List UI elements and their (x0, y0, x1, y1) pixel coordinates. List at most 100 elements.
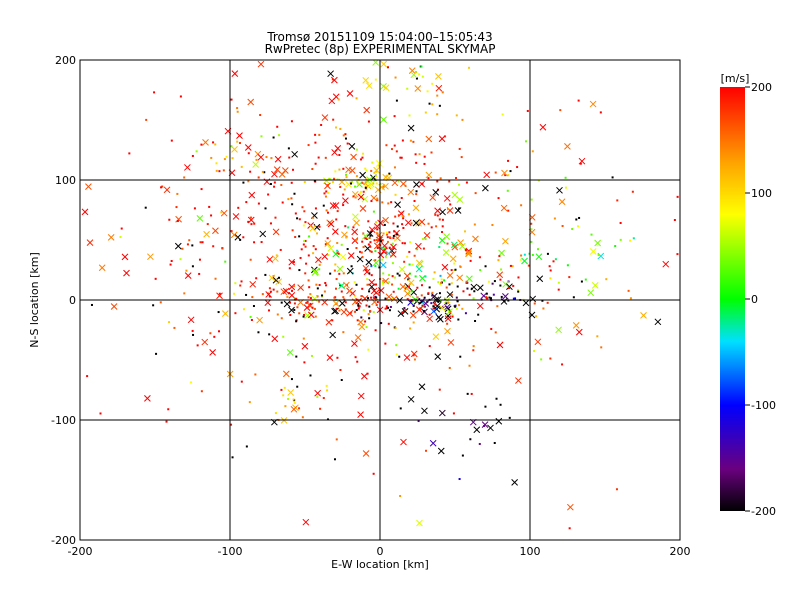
data-point-dot (375, 182, 378, 185)
x-tick-label: 0 (377, 545, 384, 558)
data-point-dot (549, 269, 552, 272)
data-point-dot (553, 217, 556, 220)
data-point-cross (247, 98, 255, 106)
data-point-dot (375, 221, 378, 224)
data-point-dot (312, 245, 315, 248)
data-point-dot (365, 178, 368, 181)
data-point-dot (465, 280, 468, 283)
data-point-dot (247, 152, 250, 155)
data-point-dot (309, 297, 312, 300)
data-point-dot (245, 445, 248, 448)
data-point-cross (511, 479, 518, 486)
data-point-cross (98, 264, 106, 272)
data-point-cross (314, 389, 321, 397)
data-point-dot (448, 283, 451, 286)
data-point-dot (408, 250, 411, 253)
data-point-dot (349, 290, 352, 293)
data-point-dot (260, 135, 263, 138)
data-point-dot (287, 397, 290, 400)
data-point-dot (546, 301, 549, 304)
data-point-dot (340, 243, 343, 246)
data-point-cross (566, 503, 574, 511)
data-point-cross (421, 407, 428, 415)
data-point-dot (447, 208, 450, 211)
data-point-dot (393, 144, 396, 147)
data-point-dot (365, 304, 368, 307)
data-point-cross (416, 519, 423, 527)
data-point-dot (387, 322, 390, 325)
data-point-dot (375, 239, 378, 242)
data-point-dot (161, 185, 164, 188)
data-point-dot (366, 278, 369, 281)
data-point-cross (266, 256, 274, 263)
data-point-dot (309, 374, 312, 377)
data-point-dot (470, 392, 473, 395)
data-point-cross (373, 166, 380, 174)
data-point-dot (249, 170, 252, 173)
data-point-dot (365, 169, 368, 172)
data-point-cross (437, 315, 444, 323)
data-point-dot (496, 305, 499, 308)
data-point-dot (170, 139, 173, 142)
data-point-dot (455, 307, 458, 310)
data-point-dot (354, 295, 357, 298)
data-point-cross (370, 287, 378, 295)
data-point-dot (374, 250, 377, 253)
data-point-cross (536, 275, 544, 283)
data-point-dot (261, 293, 264, 296)
data-point-dot (520, 204, 523, 207)
data-point-dot (247, 180, 250, 183)
data-point-dot (287, 198, 290, 201)
data-point-dot (395, 353, 398, 356)
data-point-dot (302, 315, 305, 318)
data-point-dot (385, 256, 388, 259)
data-point-cross (575, 328, 583, 336)
data-point-dot (314, 162, 317, 165)
data-point-cross (359, 205, 367, 212)
data-point-dot (402, 226, 405, 229)
data-point-dot (236, 110, 239, 113)
data-point-dot (462, 290, 465, 293)
data-point-dot (355, 175, 358, 178)
data-point-cross (313, 223, 321, 231)
data-point-dot (340, 290, 343, 293)
data-point-dot (215, 169, 218, 172)
data-point-dot (269, 183, 272, 186)
data-point-dot (499, 403, 502, 406)
data-point-dot (215, 162, 218, 165)
data-point-cross (345, 166, 352, 174)
data-point-dot (458, 304, 461, 307)
data-point-dot (400, 156, 403, 159)
data-point-cross (357, 392, 365, 400)
data-point-cross (410, 288, 418, 296)
data-point-cross (418, 218, 426, 226)
data-point-cross (400, 438, 407, 446)
data-point-dot (430, 302, 433, 305)
colorbar-ticks: 200 100 0 -100 -200 (745, 81, 776, 518)
data-point-cross (521, 257, 528, 265)
data-point-dot (393, 166, 396, 169)
data-point-cross (443, 195, 451, 202)
data-point-cross (174, 242, 182, 250)
data-point-dot (301, 416, 304, 419)
data-point-dot (344, 133, 347, 136)
data-point-dot (304, 221, 307, 224)
data-point-dot (302, 337, 305, 340)
data-point-cross (415, 259, 423, 267)
data-point-cross (662, 260, 670, 268)
data-point-cross (249, 280, 257, 288)
data-point-dot (99, 412, 102, 415)
data-point-dot (507, 209, 510, 212)
data-point-dot (564, 176, 567, 179)
data-point-cross (407, 279, 415, 287)
data-point-dot (467, 66, 470, 69)
data-point-cross (290, 405, 298, 413)
data-point-dot (396, 225, 399, 228)
data-point-dot (318, 284, 321, 287)
data-point-dot (537, 248, 540, 251)
data-point-dot (501, 113, 504, 116)
data-point-dot (326, 237, 329, 240)
data-point-cross (234, 233, 242, 241)
data-point-dot (424, 111, 427, 114)
data-point-dot (350, 265, 353, 268)
